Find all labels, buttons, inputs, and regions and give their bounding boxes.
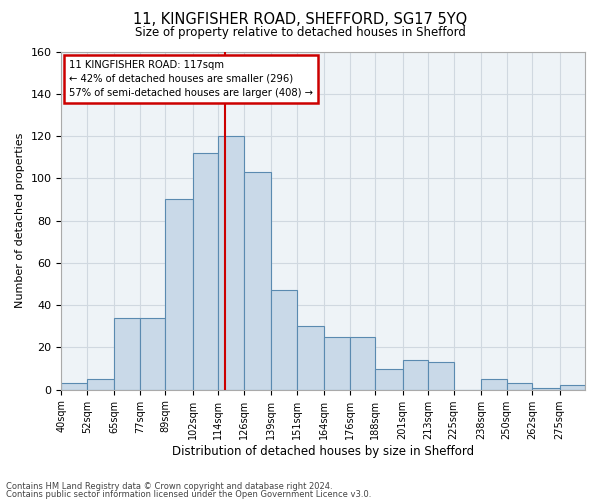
Text: 11, KINGFISHER ROAD, SHEFFORD, SG17 5YQ: 11, KINGFISHER ROAD, SHEFFORD, SG17 5YQ — [133, 12, 467, 28]
Bar — [375, 368, 403, 390]
Bar — [532, 388, 560, 390]
Bar — [481, 379, 506, 390]
Text: Contains public sector information licensed under the Open Government Licence v3: Contains public sector information licen… — [6, 490, 371, 499]
Bar — [193, 153, 218, 390]
Bar — [244, 172, 271, 390]
Bar — [297, 326, 324, 390]
Text: Size of property relative to detached houses in Shefford: Size of property relative to detached ho… — [134, 26, 466, 39]
Y-axis label: Number of detached properties: Number of detached properties — [15, 133, 25, 308]
Bar — [506, 384, 532, 390]
Bar — [403, 360, 428, 390]
Bar — [560, 386, 585, 390]
Bar — [140, 318, 165, 390]
Bar — [115, 318, 140, 390]
X-axis label: Distribution of detached houses by size in Shefford: Distribution of detached houses by size … — [172, 444, 474, 458]
Bar — [428, 362, 454, 390]
Bar — [324, 337, 350, 390]
Text: 11 KINGFISHER ROAD: 117sqm
← 42% of detached houses are smaller (296)
57% of sem: 11 KINGFISHER ROAD: 117sqm ← 42% of deta… — [69, 60, 313, 98]
Bar — [218, 136, 244, 390]
Bar — [271, 290, 297, 390]
Bar — [61, 384, 87, 390]
Bar — [165, 200, 193, 390]
Text: Contains HM Land Registry data © Crown copyright and database right 2024.: Contains HM Land Registry data © Crown c… — [6, 482, 332, 491]
Bar — [350, 337, 375, 390]
Bar — [87, 379, 115, 390]
